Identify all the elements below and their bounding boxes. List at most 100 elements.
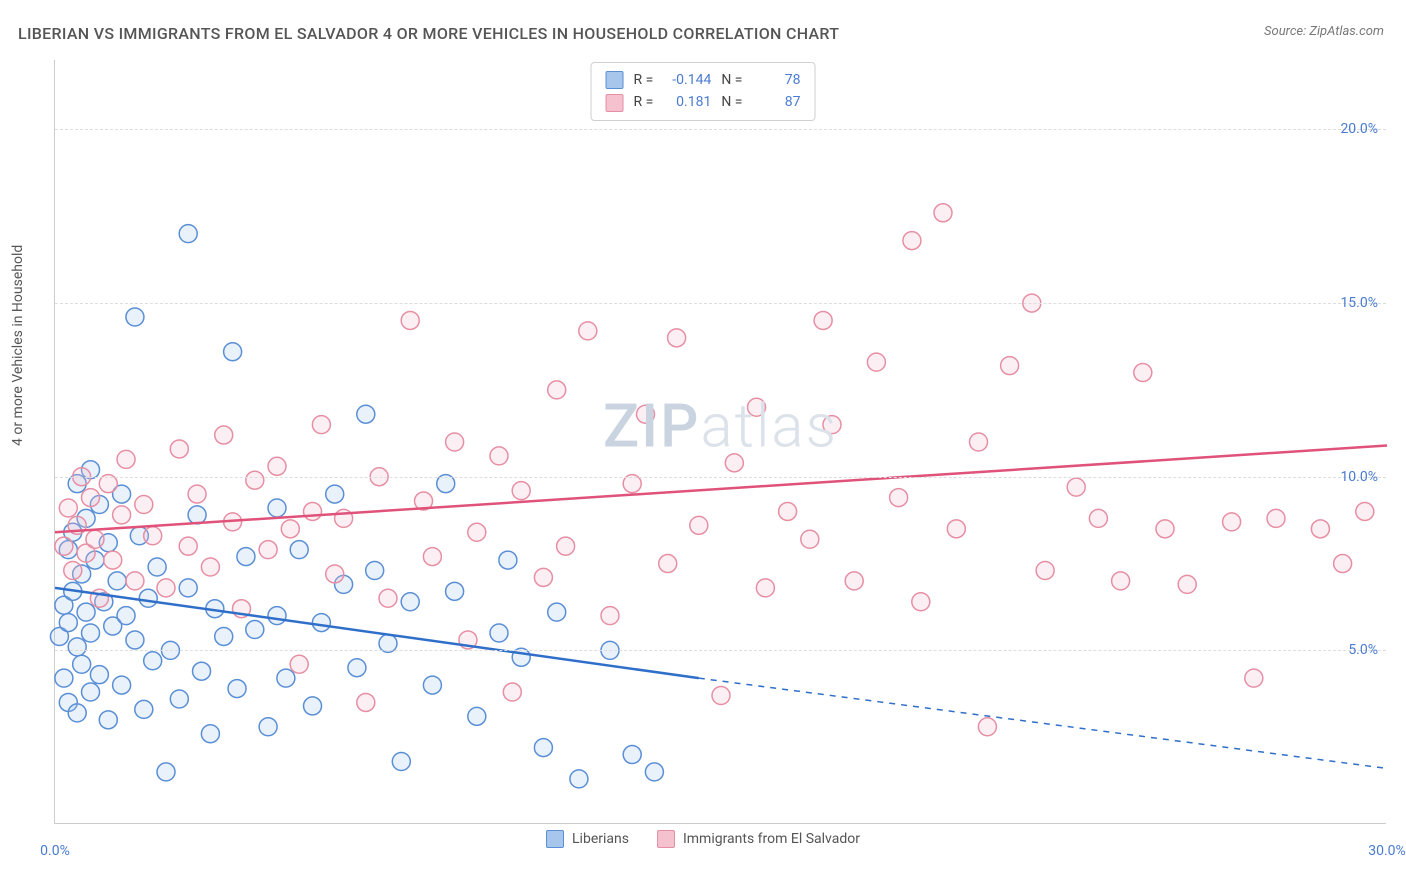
- scatter-point: [179, 579, 197, 597]
- scatter-point: [1089, 509, 1107, 527]
- scatter-point: [712, 687, 730, 705]
- scatter-point: [170, 690, 188, 708]
- scatter-point: [978, 718, 996, 736]
- scatter-point: [268, 499, 286, 517]
- y-tick-label: 20.0%: [1340, 121, 1378, 137]
- scatter-point: [748, 398, 766, 416]
- scatter-point: [126, 308, 144, 326]
- scatter-point: [1334, 555, 1352, 573]
- scatter-point: [215, 627, 233, 645]
- scatter-point: [357, 405, 375, 423]
- correlation-legend-row-0: R = -0.144 N = 78: [606, 69, 801, 91]
- scatter-point: [135, 496, 153, 514]
- scatter-point: [490, 447, 508, 465]
- series-label-1: Immigrants from El Salvador: [683, 831, 860, 847]
- scatter-point: [512, 482, 530, 500]
- scatter-point: [259, 718, 277, 736]
- scatter-point: [814, 311, 832, 329]
- scatter-point: [401, 593, 419, 611]
- scatter-point: [1112, 572, 1130, 590]
- scatter-point: [113, 676, 131, 694]
- series-swatch-1: [657, 830, 675, 848]
- scatter-point: [446, 582, 464, 600]
- scatter-point: [423, 676, 441, 694]
- scatter-point: [446, 433, 464, 451]
- scatter-point: [756, 579, 774, 597]
- scatter-point: [890, 489, 908, 507]
- series-legend-item-1: Immigrants from El Salvador: [657, 830, 860, 848]
- x-tick-label: 0.0%: [40, 843, 70, 859]
- scatter-point: [304, 502, 322, 520]
- grid-line: [55, 650, 1386, 651]
- scatter-point: [570, 770, 588, 788]
- scatter-point: [366, 561, 384, 579]
- scatter-point: [68, 638, 86, 656]
- scatter-point: [659, 555, 677, 573]
- scatter-point: [135, 700, 153, 718]
- scatter-point: [188, 485, 206, 503]
- scatter-point: [867, 353, 885, 371]
- scatter-point: [779, 502, 797, 520]
- chart-svg: [55, 60, 1386, 823]
- scatter-point: [55, 669, 73, 687]
- scatter-point: [59, 499, 77, 517]
- scatter-point: [970, 433, 988, 451]
- scatter-point: [1245, 669, 1263, 687]
- series-swatch-0: [546, 830, 564, 848]
- scatter-point: [104, 551, 122, 569]
- scatter-point: [534, 739, 552, 757]
- scatter-point: [246, 621, 264, 639]
- scatter-point: [1356, 502, 1374, 520]
- scatter-point: [1267, 509, 1285, 527]
- scatter-point: [637, 405, 655, 423]
- scatter-point: [1311, 520, 1329, 538]
- scatter-point: [548, 381, 566, 399]
- scatter-point: [601, 607, 619, 625]
- r-value-1: 0.181: [663, 91, 711, 113]
- scatter-point: [179, 225, 197, 243]
- scatter-point: [499, 551, 517, 569]
- legend-swatch-1: [606, 94, 624, 112]
- scatter-point: [113, 506, 131, 524]
- scatter-point: [668, 329, 686, 347]
- y-tick-label: 15.0%: [1340, 295, 1378, 311]
- scatter-point: [64, 561, 82, 579]
- scatter-point: [468, 523, 486, 541]
- scatter-point: [86, 530, 104, 548]
- scatter-point: [268, 607, 286, 625]
- n-value-1: 87: [752, 91, 800, 113]
- scatter-point: [268, 457, 286, 475]
- scatter-point: [392, 752, 410, 770]
- y-tick-label: 10.0%: [1340, 469, 1378, 485]
- correlation-legend: R = -0.144 N = 78 R = 0.181 N = 87: [591, 62, 816, 121]
- scatter-point: [503, 683, 521, 701]
- scatter-point: [312, 416, 330, 434]
- scatter-point: [903, 232, 921, 250]
- scatter-point: [117, 450, 135, 468]
- scatter-point: [326, 565, 344, 583]
- series-legend: Liberians Immigrants from El Salvador: [538, 828, 868, 850]
- scatter-point: [59, 614, 77, 632]
- n-value-0: 78: [752, 69, 800, 91]
- scatter-point: [823, 416, 841, 434]
- grid-line: [55, 129, 1386, 130]
- scatter-point: [490, 624, 508, 642]
- scatter-point: [725, 454, 743, 472]
- scatter-point: [290, 541, 308, 559]
- scatter-point: [99, 711, 117, 729]
- scatter-point: [170, 440, 188, 458]
- scatter-point: [1223, 513, 1241, 531]
- scatter-point: [126, 631, 144, 649]
- r-label-0: R =: [634, 69, 654, 91]
- scatter-point: [148, 558, 166, 576]
- scatter-point: [82, 624, 100, 642]
- scatter-point: [193, 662, 211, 680]
- scatter-point: [281, 520, 299, 538]
- scatter-point: [357, 693, 375, 711]
- scatter-point: [423, 548, 441, 566]
- scatter-point: [228, 680, 246, 698]
- scatter-point: [246, 471, 264, 489]
- scatter-point: [157, 763, 175, 781]
- scatter-point: [201, 725, 219, 743]
- scatter-point: [1134, 364, 1152, 382]
